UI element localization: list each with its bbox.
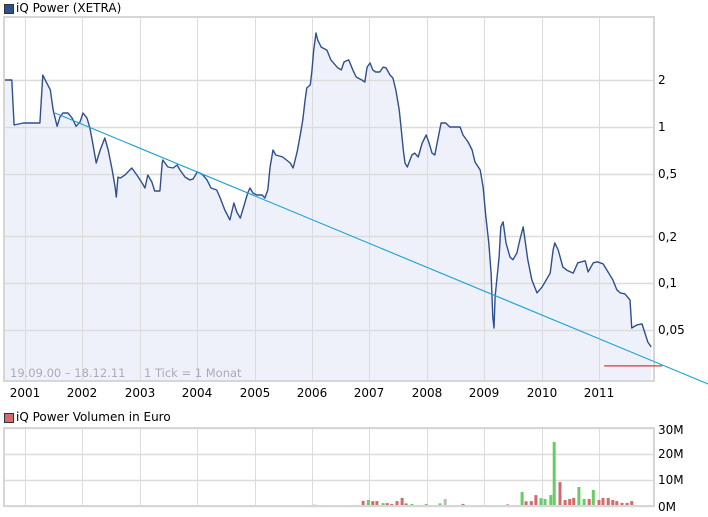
volume-bar	[534, 495, 538, 506]
x-tick-label: 2011	[583, 386, 615, 400]
volume-legend-swatch	[4, 413, 14, 423]
tick-info-label: 1 Tick = 1 Monat	[144, 366, 242, 380]
volume-bar	[400, 497, 404, 506]
volume-bar	[390, 503, 394, 506]
price-legend-swatch	[4, 4, 14, 14]
x-tick-label: 2002	[66, 386, 98, 400]
x-tick-label: 2009	[468, 386, 500, 400]
volume-bar	[366, 500, 370, 506]
volume-bar	[620, 502, 624, 506]
volume-y-tick-label: 10M	[658, 473, 684, 487]
x-tick-label: 2007	[353, 386, 385, 400]
volume-bar	[601, 497, 605, 506]
volume-bar	[611, 500, 615, 506]
volume-legend-label: iQ Power Volumen in Euro	[16, 410, 171, 424]
volume-bar	[438, 503, 442, 506]
trendline	[54, 112, 708, 385]
volume-y-tick-label: 20M	[658, 447, 684, 461]
volume-bar	[371, 501, 375, 506]
volume-bar	[410, 503, 414, 506]
price-y-tick-label: 2	[658, 73, 666, 87]
volume-bar	[577, 487, 581, 506]
volume-bar	[572, 497, 576, 506]
volume-bar	[443, 499, 447, 506]
x-tick-label: 2004	[181, 386, 213, 400]
volume-bar	[591, 489, 595, 506]
x-tick-label: 2010	[526, 386, 558, 400]
price-legend-label: iQ Power (XETRA)	[16, 1, 122, 15]
volume-bar	[524, 501, 528, 506]
volume-bar	[568, 499, 572, 506]
price-y-tick-label: 0,05	[658, 323, 685, 337]
x-tick-label: 2003	[124, 386, 156, 400]
price-y-tick-label: 0,1	[658, 276, 678, 290]
price-area-fill	[4, 33, 652, 381]
x-tick-label: 2006	[296, 386, 328, 400]
volume-y-tick-label: 30M	[658, 423, 684, 437]
volume-bar	[385, 503, 389, 506]
x-tick-label: 2008	[411, 386, 443, 400]
volume-bar	[539, 498, 543, 506]
volume-bar	[615, 501, 619, 506]
volume-bar	[563, 500, 567, 506]
volume-bar	[375, 501, 379, 506]
volume-bar	[520, 492, 524, 506]
volume-y-tick-label: 0M	[658, 500, 676, 514]
volume-bar	[587, 499, 591, 506]
volume-bar	[582, 499, 586, 506]
volume-bar	[395, 501, 399, 506]
volume-bar	[630, 501, 634, 506]
x-tick-label: 2005	[239, 386, 271, 400]
volume-plot-border	[3, 427, 655, 507]
volume-bar	[597, 500, 601, 506]
volume-bar	[558, 482, 562, 506]
x-tick-label: 2001	[9, 386, 41, 400]
price-y-tick-label: 0,2	[658, 230, 678, 244]
price-y-tick-label: 0,5	[658, 167, 678, 181]
price-y-tick-label: 1	[658, 120, 666, 134]
volume-bar	[552, 442, 556, 506]
volume-bar	[543, 499, 547, 506]
date-range-label: 19.09.00 – 18.12.11	[10, 366, 126, 380]
price-plot-border	[3, 16, 655, 382]
volume-bar	[424, 503, 428, 506]
volume-bar	[549, 495, 553, 506]
volume-bar	[404, 503, 408, 506]
volume-bar	[606, 497, 610, 506]
volume-bar	[381, 503, 385, 506]
price-line	[4, 32, 652, 348]
volume-bar	[529, 501, 533, 506]
volume-bar	[461, 503, 465, 506]
volume-bar	[361, 500, 365, 506]
volume-bar	[625, 502, 629, 506]
